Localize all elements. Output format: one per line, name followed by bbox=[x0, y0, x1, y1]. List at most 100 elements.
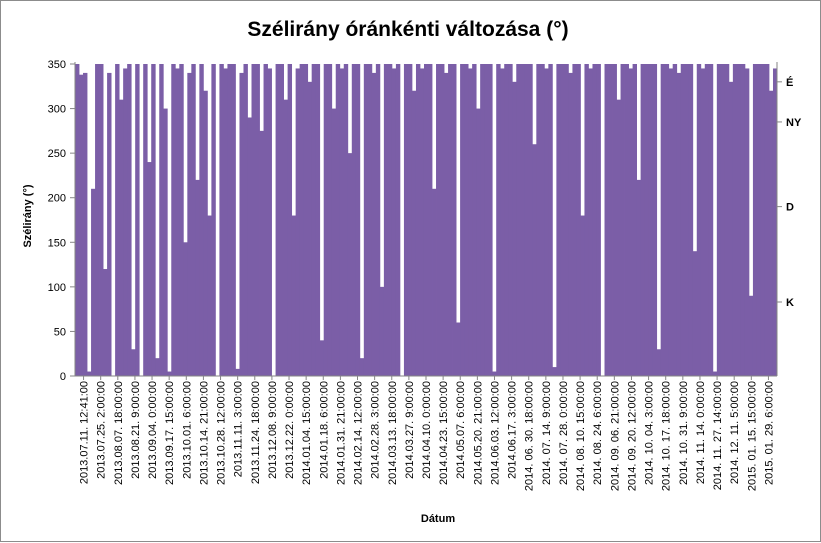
x-tick-label: 2014. 07. 14. 9:00:00 bbox=[541, 381, 553, 485]
data-bar bbox=[195, 179, 200, 376]
data-bar bbox=[628, 68, 633, 377]
data-bar bbox=[736, 64, 742, 376]
data-bar bbox=[700, 68, 706, 377]
x-tick-label: 2013.09.17. 15:00:00 bbox=[164, 381, 176, 485]
data-bar bbox=[211, 64, 216, 376]
data-bar bbox=[476, 108, 481, 376]
data-bar bbox=[383, 64, 389, 376]
x-tick-label: 2013.12.22. 0:00:00 bbox=[284, 381, 296, 479]
data-bar bbox=[131, 349, 136, 376]
data-bar bbox=[167, 371, 172, 376]
data-bar bbox=[423, 64, 429, 376]
data-bar bbox=[436, 64, 441, 376]
data-bar bbox=[528, 64, 533, 376]
data-bar bbox=[147, 162, 152, 376]
x-tick-label: 2014. 07. 28. 0:00:00 bbox=[558, 381, 570, 485]
data-bar bbox=[536, 64, 541, 376]
data-bar bbox=[403, 64, 409, 376]
data-bar bbox=[243, 64, 248, 376]
right-tick-label: NY bbox=[786, 117, 802, 129]
x-tick-label: 2014.06.03. 12:00:00 bbox=[490, 381, 502, 485]
data-bar bbox=[492, 371, 497, 376]
data-bar bbox=[696, 64, 702, 376]
data-bar bbox=[235, 368, 240, 376]
data-bar bbox=[572, 64, 577, 376]
data-bar bbox=[259, 130, 264, 376]
data-bar bbox=[123, 68, 128, 377]
data-bar bbox=[407, 64, 413, 376]
data-bar bbox=[428, 64, 433, 376]
data-bar bbox=[367, 64, 373, 376]
data-bar bbox=[532, 144, 537, 376]
data-bar bbox=[275, 64, 280, 376]
x-tick-label: 2014.01.04. 15:00:00 bbox=[301, 381, 313, 485]
data-bar bbox=[343, 64, 349, 376]
x-tick-label: 2014. 10. 17. 18:00:00 bbox=[661, 381, 673, 491]
data-bar bbox=[612, 64, 617, 376]
data-bar bbox=[656, 349, 662, 376]
data-bar bbox=[448, 64, 453, 376]
data-bar bbox=[432, 188, 437, 376]
data-bar bbox=[552, 367, 557, 376]
data-bar bbox=[283, 99, 288, 376]
x-tick-label: 2014. 06. 30. 18:00:00 bbox=[524, 381, 536, 491]
data-bar bbox=[596, 64, 601, 376]
data-bar bbox=[183, 242, 188, 376]
data-bar bbox=[327, 64, 333, 376]
x-tick-label: 2013.12.08. 9:00:00 bbox=[267, 381, 279, 479]
data-bar bbox=[760, 64, 766, 376]
x-tick-label: 2013.10.01. 6:00:00 bbox=[181, 381, 193, 479]
data-bar bbox=[512, 81, 517, 376]
data-bar bbox=[756, 64, 762, 376]
data-bar bbox=[127, 64, 132, 376]
data-bar bbox=[764, 64, 770, 376]
data-bar bbox=[179, 64, 184, 376]
data-bar bbox=[107, 72, 112, 376]
data-bar bbox=[460, 64, 465, 376]
x-axis-label: Dátum bbox=[421, 513, 455, 525]
x-tick-label: 2013.10.14. 21:00:00 bbox=[198, 381, 210, 485]
data-bar bbox=[203, 90, 208, 377]
y-tick-label: 150 bbox=[48, 237, 66, 249]
x-tick-label: 2014.03.13. 18:00:00 bbox=[387, 381, 399, 485]
x-tick-label: 2014.04.23. 15:00:00 bbox=[438, 381, 450, 485]
data-bar bbox=[411, 90, 417, 377]
data-bar bbox=[119, 99, 124, 376]
data-bar bbox=[307, 81, 313, 376]
data-bar bbox=[692, 251, 698, 376]
y-tick-label: 250 bbox=[48, 148, 66, 160]
data-bar bbox=[680, 64, 686, 376]
x-tick-label: 2014.05.20. 21:00:00 bbox=[472, 381, 484, 485]
data-bar bbox=[664, 64, 670, 376]
data-bar bbox=[339, 68, 345, 377]
data-bar bbox=[744, 68, 750, 377]
data-bar bbox=[299, 64, 305, 376]
x-tick-label: 2014.06.17. 3:00:00 bbox=[507, 381, 519, 479]
data-bar bbox=[187, 72, 192, 376]
data-bar bbox=[728, 81, 734, 376]
data-bar bbox=[231, 64, 236, 376]
data-bar bbox=[255, 64, 260, 376]
data-bar bbox=[752, 64, 758, 376]
x-tick-label: 2014. 08. 10. 15:00:00 bbox=[575, 381, 587, 491]
data-bar bbox=[624, 64, 629, 376]
data-bar bbox=[219, 64, 224, 376]
x-tick-label: 2015. 01. 29. 6:00:00 bbox=[763, 381, 775, 485]
data-bar bbox=[740, 64, 746, 376]
x-tick-label: 2014.05.07. 6:00:00 bbox=[455, 381, 467, 479]
data-bar bbox=[444, 72, 449, 376]
right-tick-label: K bbox=[786, 297, 794, 309]
data-bar bbox=[315, 64, 321, 376]
data-bar bbox=[604, 64, 609, 376]
data-bar bbox=[155, 358, 160, 376]
data-bar bbox=[500, 68, 505, 377]
x-tick-label: 2014.02.28. 3:00:00 bbox=[370, 381, 382, 479]
data-bar bbox=[608, 64, 613, 376]
data-bar bbox=[488, 64, 493, 376]
x-tick-label: 2013.07.25. 2:00:00 bbox=[96, 381, 108, 479]
data-bar bbox=[291, 215, 297, 376]
data-bar bbox=[363, 64, 369, 376]
data-bar bbox=[456, 322, 461, 376]
x-tick-label: 2014.04.10. 0:00:00 bbox=[421, 381, 433, 479]
